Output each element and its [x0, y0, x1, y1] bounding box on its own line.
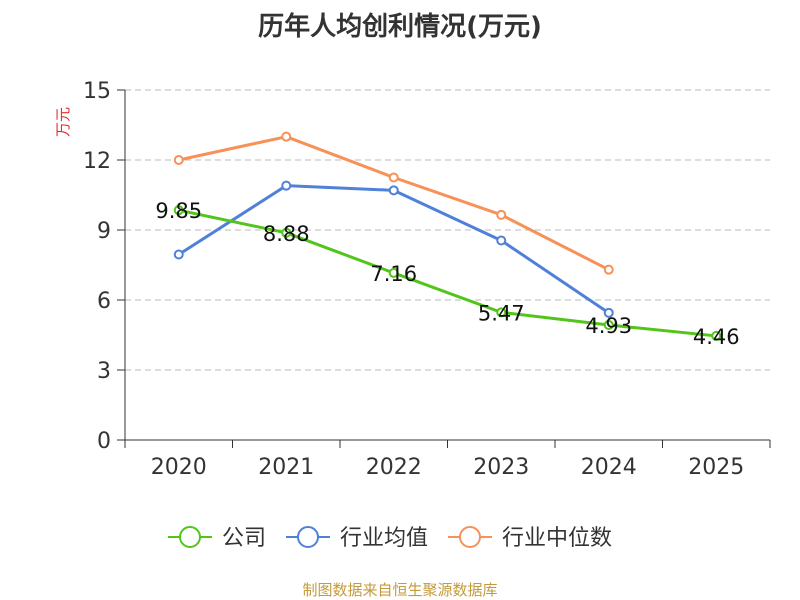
data-labels: 9.85 8.88 7.16 5.47 4.93 4.46: [155, 199, 739, 349]
x-tick-label: 2020: [151, 455, 207, 480]
data-point-2: [281, 131, 292, 142]
data-point-2: [173, 155, 184, 165]
y-axis-label: 万元: [54, 107, 72, 137]
data-label: 7.16: [370, 262, 417, 286]
data-point-2: [496, 209, 507, 220]
data-point-0: [496, 307, 507, 318]
legend-swatch-marker-2: [459, 526, 481, 548]
series-line-2: [178, 135, 610, 272]
data-point-1: [388, 185, 399, 196]
data-point-0: [388, 267, 399, 278]
x-tick-label: 2022: [366, 455, 422, 480]
data-point-2: [603, 264, 614, 275]
data-point-1: [603, 307, 614, 318]
series-line-0: [178, 208, 717, 338]
legend: 公司 行业均值 行业中位数: [168, 526, 612, 551]
x-tick-label: 2025: [688, 455, 744, 480]
legend-swatch-marker-0: [179, 526, 201, 548]
data-point-0: [173, 205, 184, 216]
axes: 0 3 6 9 12 15 2020 2021 2022 2023 2024 2025: [83, 79, 771, 480]
legend-swatch-marker-1: [297, 526, 319, 548]
grid-lines: [125, 89, 770, 371]
chart-title: 历年人均创利情况(万元): [258, 11, 542, 42]
y-tick-label: 3: [97, 359, 111, 384]
series-layer: [173, 131, 722, 341]
x-tick-label: 2023: [473, 455, 529, 480]
data-label: 4.46: [693, 325, 740, 349]
x-tick-label: 2021: [258, 455, 314, 480]
data-label: 4.93: [585, 314, 632, 338]
x-tick-label: 2024: [581, 455, 637, 480]
y-tick-label: 9: [97, 219, 111, 244]
data-point-0: [711, 330, 722, 341]
y-tick-label: 0: [97, 429, 111, 454]
source-note: 制图数据来自恒生聚源数据库: [302, 581, 497, 599]
data-label: 8.88: [263, 222, 310, 246]
legend-label-2: 行业中位数: [502, 526, 612, 551]
y-tick-label: 15: [83, 79, 111, 104]
legend-label-0: 公司: [222, 526, 266, 551]
data-point-0: [603, 319, 614, 330]
data-point-1: [281, 180, 292, 191]
series-line-1: [177, 184, 610, 315]
y-tick-label: 6: [97, 289, 111, 314]
legend-label-1: 行业均值: [340, 526, 428, 551]
data-label: 9.85: [155, 199, 202, 223]
y-tick-label: 12: [83, 149, 111, 174]
data-label: 5.47: [478, 301, 525, 325]
data-point-1: [173, 249, 184, 260]
data-point-0: [281, 227, 292, 238]
data-point-2: [388, 172, 399, 183]
data-point-1: [496, 235, 507, 246]
